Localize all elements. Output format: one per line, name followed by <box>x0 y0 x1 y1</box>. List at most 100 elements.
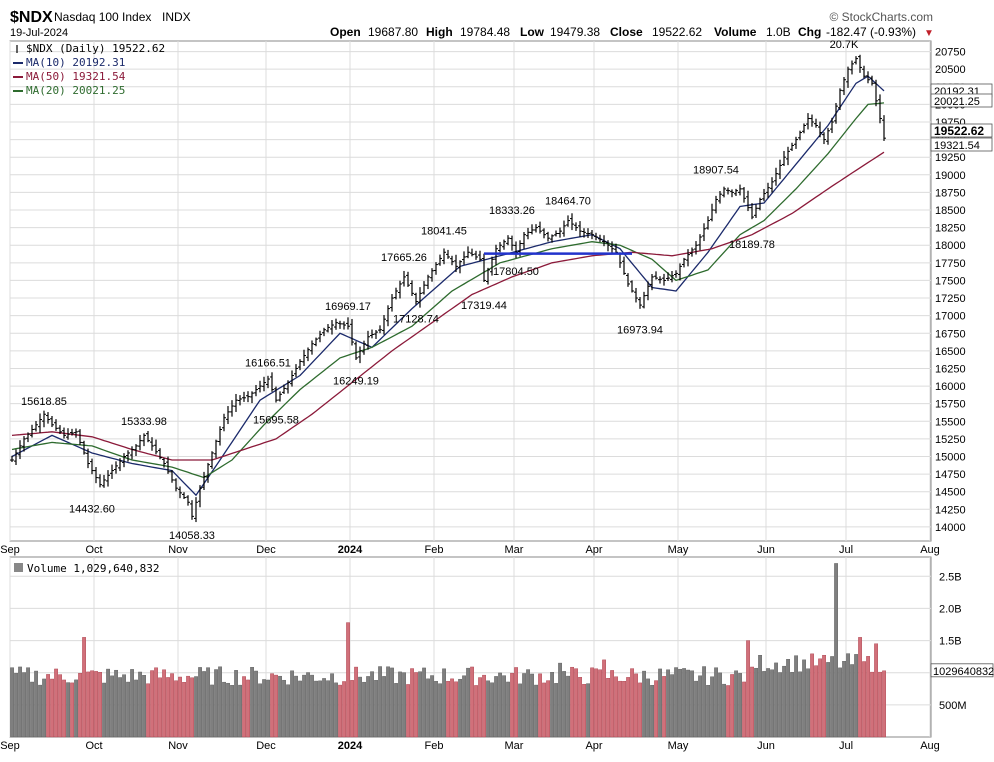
ohlc-bar <box>282 384 286 394</box>
volume-bar <box>658 668 663 738</box>
price-tick-label: 18250 <box>935 223 966 235</box>
ohlc-bar <box>790 142 794 151</box>
ohlc-bar <box>514 241 518 259</box>
ohlc-bars <box>10 54 886 523</box>
price-annotation: 15695.58 <box>253 415 299 427</box>
volume-bar <box>390 667 394 738</box>
volume-bar <box>590 667 595 738</box>
month-label: Aug <box>920 544 940 556</box>
ohlc-bar <box>106 470 110 487</box>
chg-label: Chg <box>798 25 821 39</box>
volume-bar <box>398 671 402 738</box>
volume-last-tag: 1029640832 <box>930 663 994 678</box>
ohlc-bar <box>38 413 42 433</box>
price-annotation: 15333.98 <box>121 416 167 428</box>
volume-bar <box>114 669 119 738</box>
ohlc-bar <box>526 227 530 240</box>
ohlc-bar <box>450 255 454 266</box>
ohlc-bar <box>214 439 218 459</box>
volume-bar <box>394 683 398 738</box>
volume-bar <box>734 670 739 738</box>
volume-bar <box>90 670 95 738</box>
low-label: Low <box>520 25 545 39</box>
ohlc-bar <box>286 380 290 394</box>
volume-bar <box>858 637 863 738</box>
month-label: Nov <box>168 544 188 556</box>
ohlc-bar <box>410 280 414 296</box>
volume-bar <box>186 675 190 738</box>
volume-bar <box>446 681 450 738</box>
ohlc-bar <box>638 296 642 309</box>
volume-bar <box>150 670 154 738</box>
volume-bar <box>306 672 310 738</box>
price-tick-label: 14000 <box>935 522 966 534</box>
ohlc-bar <box>334 318 338 330</box>
volume-month-label: Nov <box>168 740 188 752</box>
ohlc-bar <box>42 410 46 428</box>
volume-bar <box>238 684 242 738</box>
ohlc-bar <box>802 123 806 134</box>
ohlc-bar <box>358 346 362 364</box>
ohlc-bar <box>774 167 778 186</box>
legend-label: MA(10) 20192.31 <box>26 56 125 69</box>
price-annotation: 18041.45 <box>421 225 467 237</box>
volume-bar <box>498 672 502 738</box>
volume-bar <box>874 643 879 738</box>
volume-bar <box>750 666 755 738</box>
ohlc-bar <box>766 182 770 199</box>
volume-bar <box>522 673 527 738</box>
ohlc-bar <box>398 280 402 299</box>
volume-bar <box>810 653 815 738</box>
ohlc-bar <box>742 187 746 203</box>
ohlc-bar <box>46 412 50 424</box>
ohlc-bar <box>858 54 862 73</box>
volume-bar <box>322 678 326 738</box>
volume-bar <box>66 682 71 738</box>
ohlc-bar <box>14 449 18 466</box>
ohlc-bar <box>166 456 170 474</box>
volume-bar <box>526 669 531 738</box>
volume-legend-swatch <box>14 563 23 572</box>
ohlc-bar <box>34 420 38 432</box>
price-tick-label: 16750 <box>935 328 966 340</box>
month-label: Jun <box>757 544 775 556</box>
volume-bar <box>26 667 30 738</box>
close-label: Close <box>610 25 643 39</box>
volume-bar <box>458 678 462 738</box>
ohlc-bar <box>546 231 550 242</box>
volume-bar <box>218 666 222 738</box>
ohlc-bar <box>606 240 610 252</box>
volume-bar <box>58 674 63 738</box>
volume-bar <box>386 666 390 738</box>
ohlc-bar <box>722 186 726 198</box>
ohlc-bar <box>386 305 390 327</box>
volume-bar <box>42 678 47 738</box>
ohlc-bar <box>58 425 62 435</box>
price-tick-label: 18750 <box>935 187 966 199</box>
ohlc-bar <box>554 230 558 237</box>
ohlc-bar <box>866 71 870 84</box>
ohlc-bar <box>198 485 202 508</box>
legend-label: MA(50) 19321.54 <box>26 70 126 83</box>
volume-bar <box>442 668 446 738</box>
volume-bar <box>106 668 111 738</box>
volume-bar <box>626 677 631 738</box>
ohlc-bar <box>842 76 846 96</box>
ohlc-bar <box>490 256 494 276</box>
ohlc-bar <box>102 474 106 488</box>
ohlc-bar <box>662 273 666 286</box>
ohlc-bar <box>590 229 594 240</box>
volume-bar <box>162 669 166 738</box>
volume-bar <box>346 622 350 738</box>
volume-bar <box>154 667 158 738</box>
volume-bar <box>198 667 202 738</box>
month-label: Dec <box>256 544 276 556</box>
volume-bar <box>110 675 115 738</box>
volume-bar <box>602 659 607 738</box>
price-annotation: 18907.54 <box>693 164 739 176</box>
volume-bar <box>806 668 811 738</box>
volume-bar <box>118 677 123 738</box>
ohlc-bar <box>246 391 250 403</box>
